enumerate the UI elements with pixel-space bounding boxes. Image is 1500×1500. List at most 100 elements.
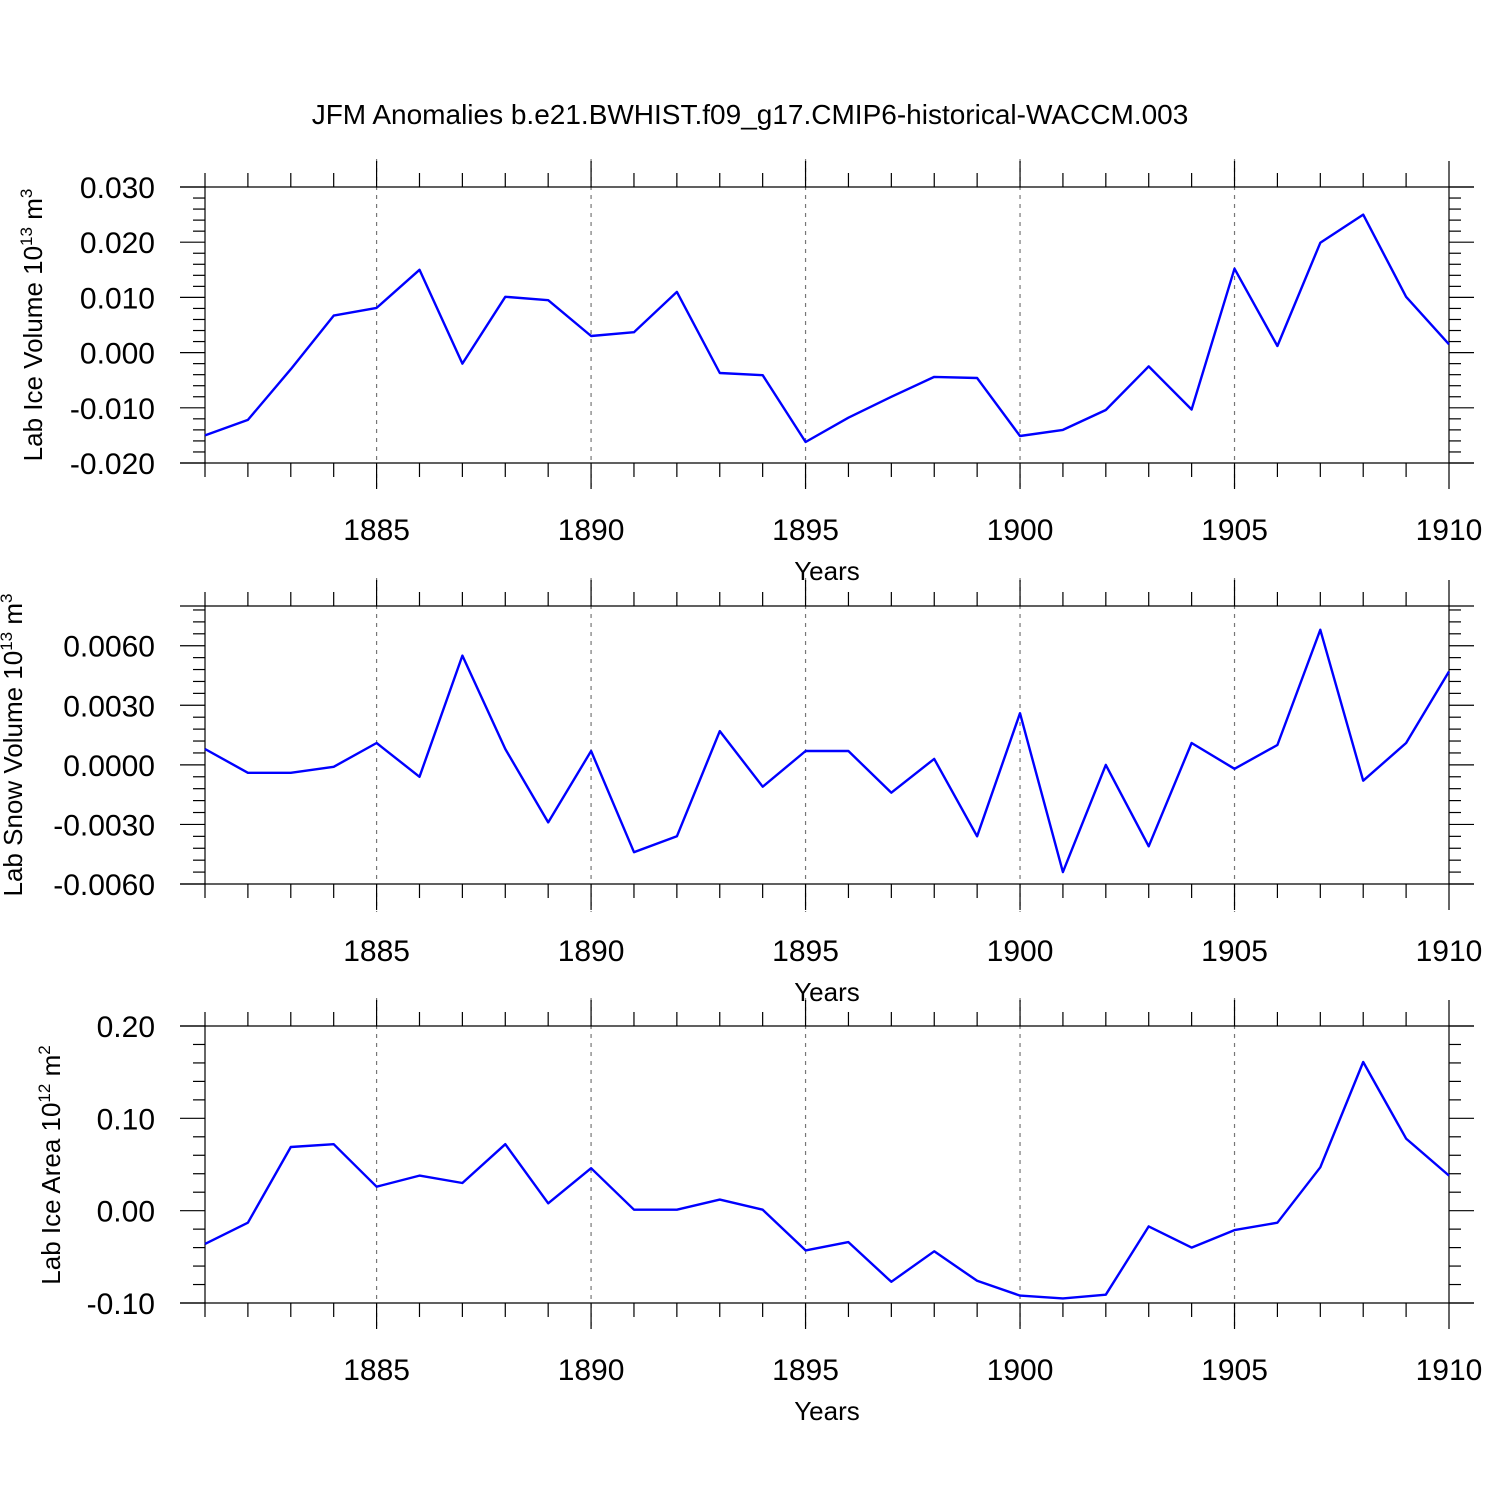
data-point [417, 1174, 421, 1178]
data-point [289, 1145, 293, 1149]
series-line [204, 213, 1450, 444]
figure-title: JFM Anomalies b.e21.BWHIST.f09_g17.CMIP6… [312, 99, 1189, 130]
data-point [1275, 743, 1279, 747]
data-point [761, 785, 765, 789]
data-point [246, 418, 250, 422]
data-point [417, 268, 421, 272]
data-point [546, 820, 550, 824]
data-point [375, 306, 379, 310]
data-point [675, 834, 679, 838]
data-point [503, 747, 507, 751]
data-point [503, 295, 507, 299]
data-point [1233, 767, 1237, 771]
data-point [1361, 779, 1365, 783]
data-point [1275, 1221, 1279, 1225]
data-point [1190, 1246, 1194, 1250]
y-axis-label-unit-exponent: 3 [17, 189, 36, 198]
data-point [1233, 267, 1237, 271]
y-tick-label: -0.10 [87, 1288, 155, 1321]
data-point [1018, 711, 1022, 715]
data-point [846, 1240, 850, 1244]
data-point [932, 757, 936, 761]
y-tick-label: 0.020 [80, 227, 155, 260]
data-point [289, 771, 293, 775]
data-point [1275, 344, 1279, 348]
data-point [1147, 364, 1151, 368]
data-point [1361, 213, 1365, 217]
data-point [1104, 763, 1108, 767]
data-point [589, 749, 593, 753]
data-point [1190, 741, 1194, 745]
x-tick-label: 1885 [343, 1354, 410, 1387]
data-point [1061, 1296, 1065, 1300]
data-point [889, 1280, 893, 1284]
x-tick-label: 1910 [1416, 935, 1483, 968]
data-point [632, 1208, 636, 1212]
data-point [460, 1181, 464, 1185]
y-axis-label-unit: m [18, 198, 48, 227]
data-point [889, 791, 893, 795]
x-tick-label: 1895 [772, 935, 839, 968]
y-tick-label: 0.0030 [63, 690, 155, 723]
data-point [932, 1249, 936, 1253]
x-tick-label: 1900 [987, 1354, 1054, 1387]
panel-2: -0.0060 -0.0030 0.0000 0.0030 0.0060 1885 1890… [0, 578, 1482, 1007]
panel-3: -0.10 0.00 0.10 0.20 1885 1890 1895 1900 1905 191… [35, 998, 1482, 1426]
x-axis-label: Years [794, 1396, 860, 1426]
data-point [975, 376, 979, 380]
y-tick-label: 0.00 [97, 1196, 155, 1229]
x-axis-label: Years [794, 977, 860, 1007]
data-point [1061, 870, 1065, 874]
data-point [460, 654, 464, 658]
data-point [846, 749, 850, 753]
data-point [589, 1166, 593, 1170]
data-point [718, 729, 722, 733]
data-point [804, 440, 808, 444]
data-point [675, 1208, 679, 1212]
data-point [203, 1242, 207, 1246]
data-point [761, 1208, 765, 1212]
data-point [1318, 1165, 1322, 1169]
data-point [332, 1142, 336, 1146]
y-tick-label: 0.10 [97, 1103, 155, 1136]
data-point [375, 741, 379, 745]
data-point [1447, 342, 1451, 346]
data-point [718, 1198, 722, 1202]
series-line [204, 628, 1451, 874]
data-point [1233, 1228, 1237, 1232]
data-point [1104, 1293, 1108, 1297]
y-axis-label-unit-exponent: 3 [0, 593, 16, 602]
x-tick-label: 1910 [1416, 514, 1483, 547]
x-tick-label: 1895 [772, 1354, 839, 1387]
data-point [1318, 241, 1322, 245]
x-tick-label: 1905 [1201, 1354, 1268, 1387]
data-point [460, 362, 464, 366]
x-tick-label: 1905 [1201, 935, 1268, 968]
data-point [546, 298, 550, 302]
y-axis-label-unit-exponent: 2 [35, 1045, 54, 1054]
data-point [1018, 434, 1022, 438]
data-point [503, 1142, 507, 1146]
data-point [1404, 741, 1408, 745]
data-point [332, 765, 336, 769]
y-axis-label-unit: m [0, 603, 28, 632]
data-point [203, 433, 207, 437]
data-point [975, 834, 979, 838]
y-tick-label: 0.20 [97, 1011, 155, 1044]
data-point [1447, 1174, 1451, 1178]
y-tick-label: 0.0060 [63, 631, 155, 664]
x-tick-label: 1895 [772, 514, 839, 547]
y-tick-label: 0.000 [80, 338, 155, 371]
data-point [332, 314, 336, 318]
data-point [1018, 1294, 1022, 1298]
data-point [1147, 844, 1151, 848]
y-tick-label: -0.0030 [53, 809, 155, 842]
data-point [246, 771, 250, 775]
data-point [804, 749, 808, 753]
data-point [246, 1221, 250, 1225]
y-axis-label-exponent: 13 [0, 632, 16, 651]
y-axis-label: Lab Snow Volume 1013 m3 [0, 593, 28, 896]
y-axis-label-text: Lab Ice Volume 10 [18, 246, 48, 461]
y-tick-label: 0.030 [80, 172, 155, 205]
y-axis-label-text: Lab Ice Area 10 [36, 1103, 66, 1285]
